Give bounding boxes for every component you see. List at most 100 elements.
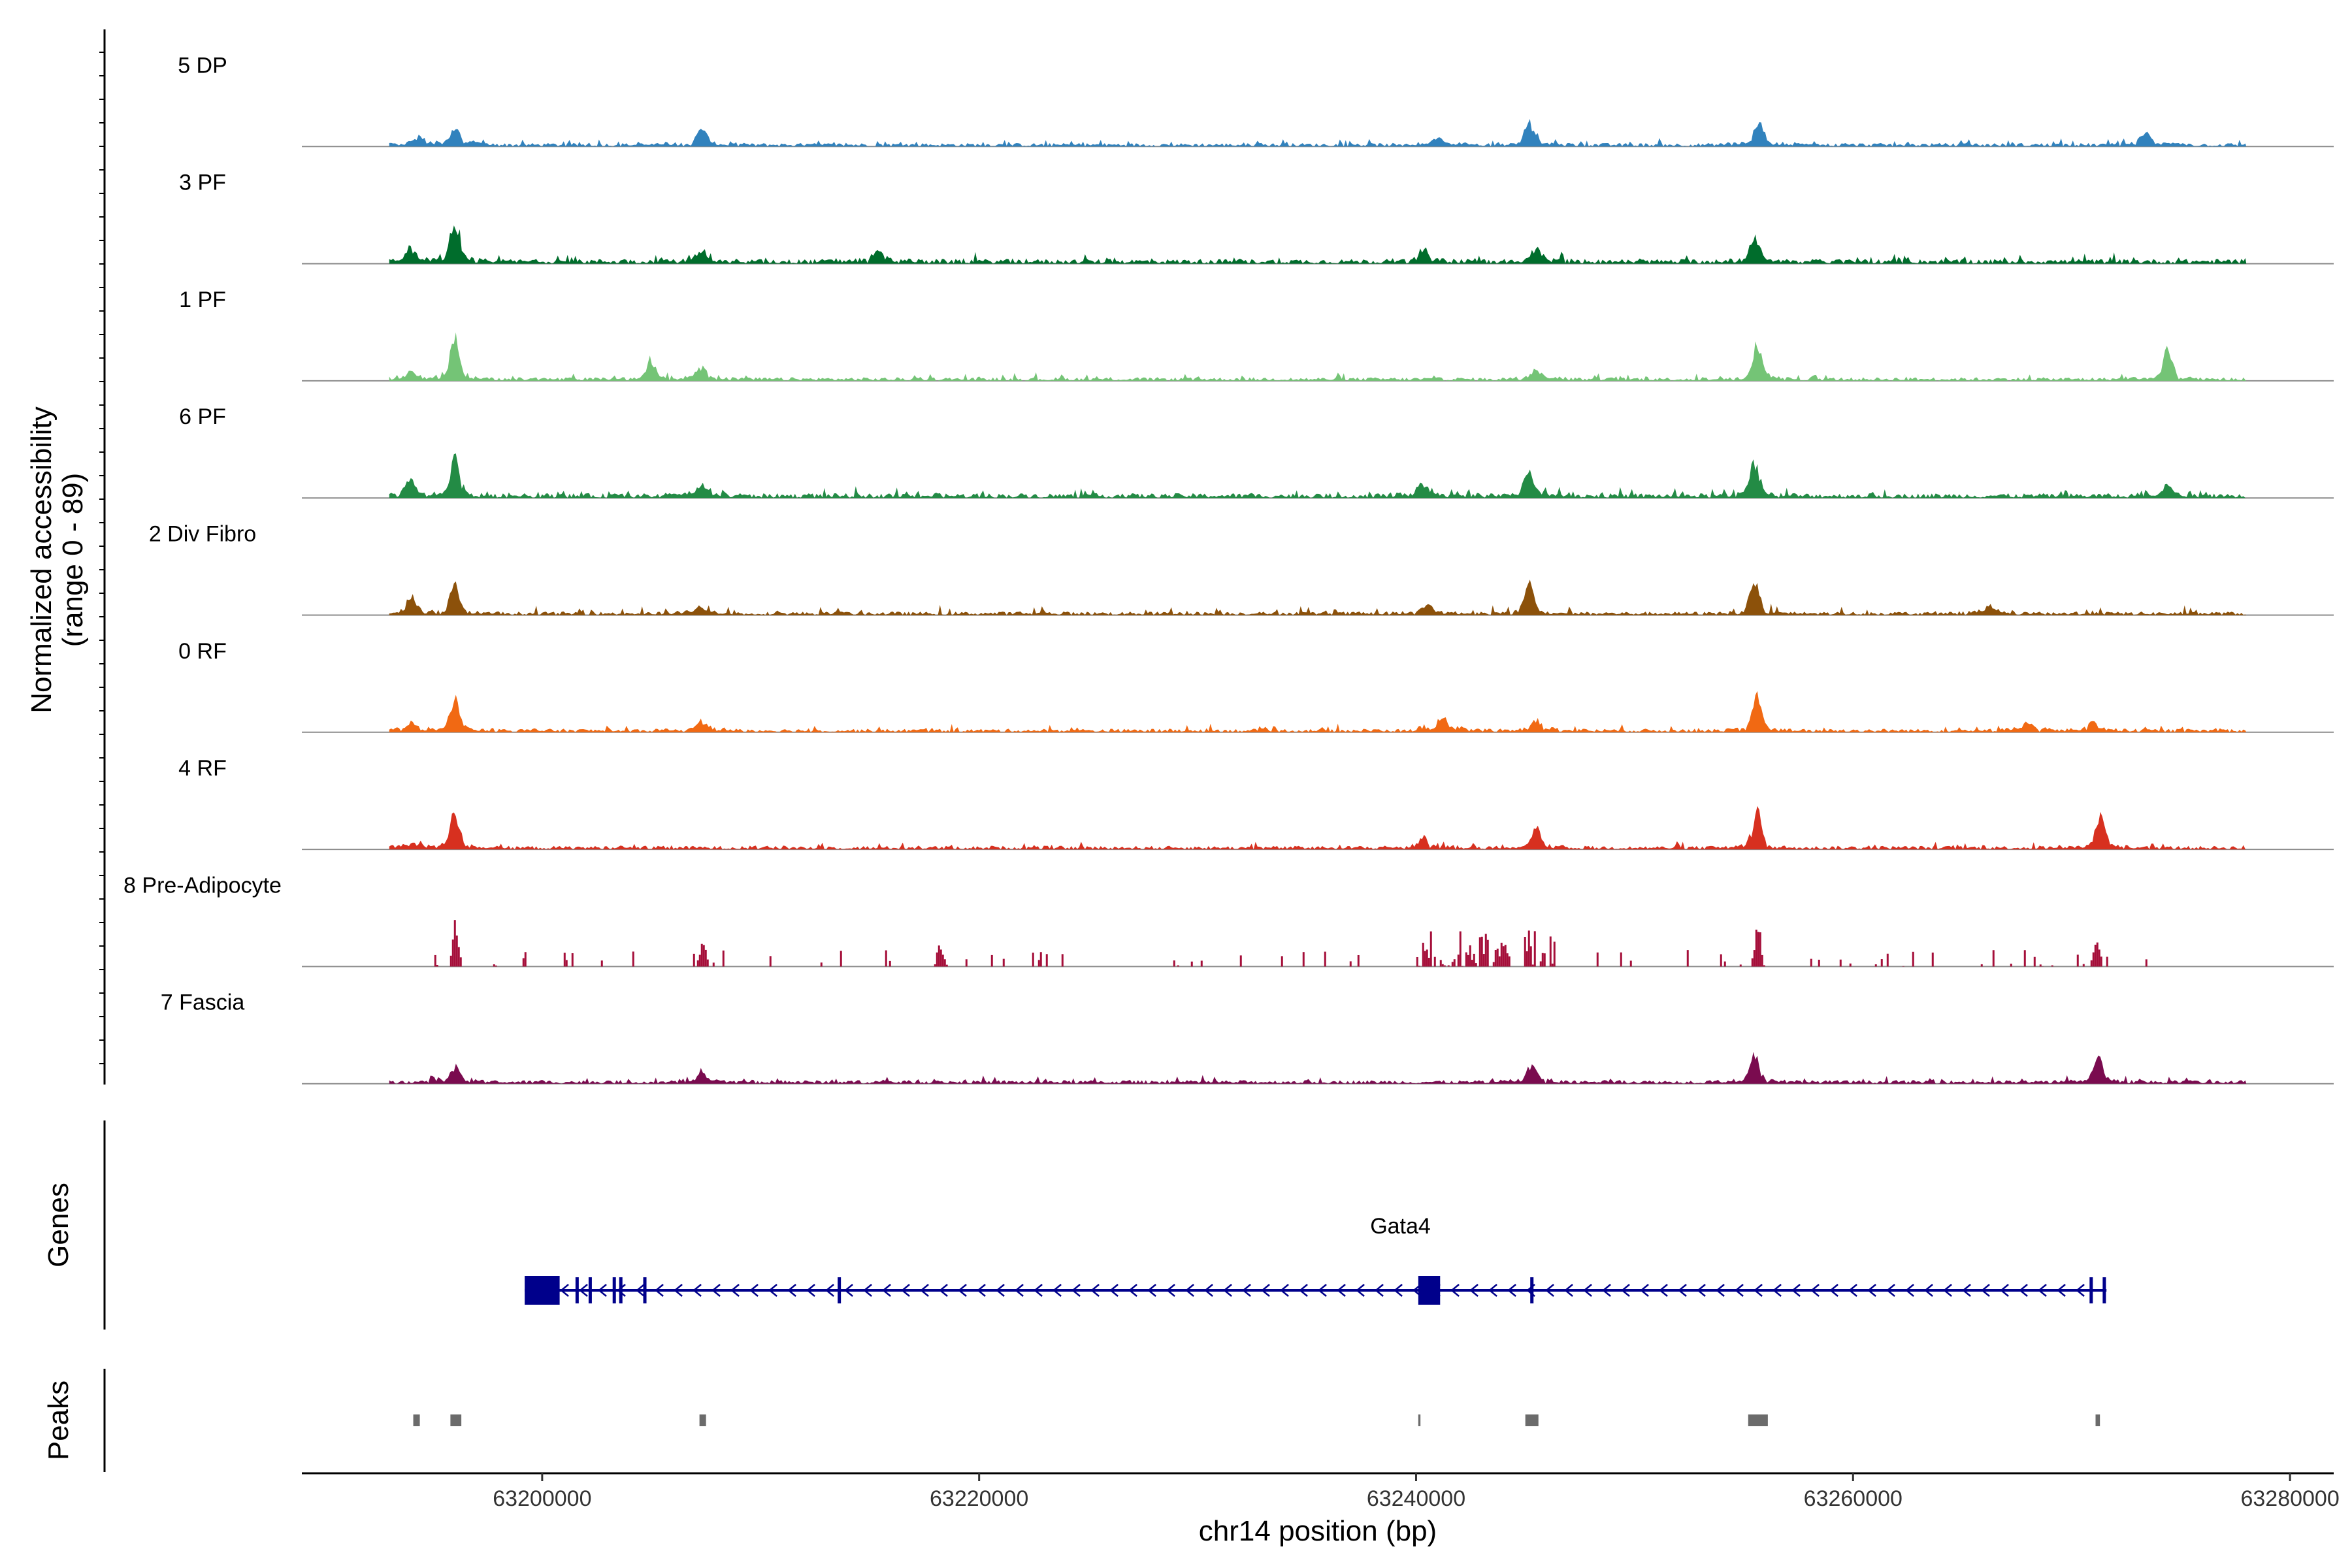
coverage-bar <box>712 962 715 967</box>
coverage-y-axis-title: Normalized accessibility <box>25 406 57 713</box>
gene-exon <box>619 1277 623 1303</box>
coverage-bar <box>2051 965 2053 967</box>
gene-strand-chevron <box>1583 1284 1592 1297</box>
peak-track <box>413 1414 2100 1426</box>
coverage-bar <box>1039 952 1042 967</box>
coverage-bar <box>1992 950 1995 967</box>
coverage-bar <box>493 964 495 967</box>
coverage-bar <box>1886 953 1889 967</box>
gene-strand-chevron <box>1621 1284 1630 1297</box>
peak-region <box>1525 1414 1539 1426</box>
coverage-bar <box>1874 964 1877 967</box>
coverage-bar <box>600 960 603 967</box>
gene-strand-chevron <box>617 1284 626 1297</box>
coverage-signal <box>389 1052 2247 1084</box>
gene-strand-chevron <box>1337 1284 1346 1297</box>
coverage-bar <box>495 965 497 967</box>
coverage-track: 8 Pre-Adipocyte <box>123 873 2334 968</box>
peaks-panel-label: Peaks <box>42 1380 74 1460</box>
coverage-y-axis-title-range: (range 0 - 89) <box>57 473 89 647</box>
coverage-signal <box>389 580 2247 615</box>
coverage-bar <box>2039 964 2042 967</box>
coverage-bar <box>436 965 438 967</box>
coverage-bar <box>696 960 699 967</box>
peak-region <box>1748 1414 1768 1426</box>
track-label: 2 Div Fibro <box>149 522 256 547</box>
coverage-bar <box>1461 966 1463 967</box>
coverage-y-ticks <box>99 52 105 1064</box>
coverage-bar <box>1500 942 1503 967</box>
coverage-bar <box>693 953 695 967</box>
coverage-bar <box>1467 955 1469 967</box>
gene-strand-chevron <box>674 1284 683 1297</box>
gene-strand-chevron <box>1602 1284 1611 1297</box>
coverage-signal <box>389 691 2247 732</box>
gene-strand-chevron <box>1071 1284 1081 1297</box>
coverage-bar <box>1753 950 1756 967</box>
gene-strand-chevron <box>1204 1284 1213 1297</box>
coverage-bar <box>1459 931 1462 967</box>
gene-strand-chevron <box>1924 1284 1933 1297</box>
gene-strand-chevron <box>1962 1284 1971 1297</box>
x-axis-ticks: 63200000 63220000 63240000 63260000 63280000 <box>493 1473 2340 1511</box>
coverage-bar <box>1045 954 1048 967</box>
gene-strand-chevron <box>598 1284 607 1297</box>
gene-strand-chevron <box>1678 1284 1687 1297</box>
coverage-bar <box>1190 961 1193 967</box>
coverage-track: 0 RF <box>178 639 2334 733</box>
track-label: 0 RF <box>178 639 227 664</box>
gene-strand-chevron <box>1507 1284 1516 1297</box>
coverage-bar <box>1032 953 1034 967</box>
peak-region <box>2095 1414 2100 1426</box>
gene-strand-chevron <box>1697 1284 1706 1297</box>
gene-strand-chevron <box>1943 1284 1952 1297</box>
gene-strand-chevron <box>1886 1284 1895 1297</box>
coverage-bar <box>1002 958 1005 967</box>
coverage-bar <box>1439 960 1442 967</box>
gene-strand-chevron <box>768 1284 777 1297</box>
coverage-bar <box>632 951 634 967</box>
coverage-bar <box>698 955 701 967</box>
gene-strand-chevron <box>787 1284 796 1297</box>
coverage-bar <box>1324 951 1326 967</box>
coverage-bar <box>1496 948 1499 967</box>
coverage-track: 6 PF <box>179 404 2334 499</box>
coverage-bar <box>2023 950 2026 967</box>
coverage-bar <box>1818 959 1820 967</box>
coverage-bar <box>1478 937 1481 967</box>
coverage-bar <box>1543 953 1546 967</box>
gene-strand-chevron <box>1242 1284 1251 1297</box>
coverage-bar <box>1757 932 1759 967</box>
coverage-bar <box>704 949 707 967</box>
gene-strand-chevron <box>749 1284 759 1297</box>
coverage-bar <box>1473 953 1475 967</box>
coverage-bar <box>1037 960 1040 967</box>
gene-exon <box>2102 1277 2106 1303</box>
gene-exon <box>1418 1276 1441 1305</box>
coverage-bar <box>1541 953 1544 967</box>
coverage-bar <box>1912 951 1914 967</box>
gene-strand-chevron <box>1223 1284 1232 1297</box>
coverage-bar <box>1526 951 1528 967</box>
coverage-bar <box>2033 956 2036 967</box>
gene-strand-chevron <box>1280 1284 1289 1297</box>
gene-strand-chevron <box>1772 1284 1782 1297</box>
peak-region <box>450 1414 462 1426</box>
coverage-bar <box>936 952 938 967</box>
gene-strand-chevron <box>1640 1284 1649 1297</box>
coverage-bar <box>2092 952 2095 967</box>
coverage-bar <box>1428 958 1430 967</box>
coverage-bar <box>1441 964 1444 967</box>
coverage-track: 3 PF <box>179 171 2334 265</box>
gene-strand-chevron <box>560 1284 569 1297</box>
coverage-bar <box>1465 952 1467 967</box>
coverage-bar <box>1880 959 1883 967</box>
gene-strand-chevron <box>1128 1284 1137 1297</box>
gene-strand-chevron <box>1905 1284 1914 1297</box>
gene-strand-chevron <box>1545 1284 1554 1297</box>
coverage-bar <box>1429 931 1432 967</box>
gene-strand-chevron <box>1450 1284 1460 1297</box>
peak-region <box>413 1414 420 1426</box>
coverage-bar <box>1492 962 1495 967</box>
peak-region <box>699 1414 706 1426</box>
